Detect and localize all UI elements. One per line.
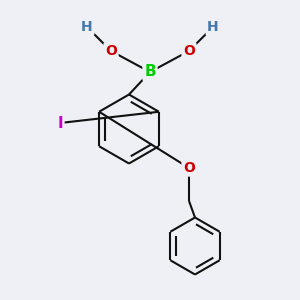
Text: H: H bbox=[81, 20, 93, 34]
Text: O: O bbox=[183, 161, 195, 175]
Text: B: B bbox=[144, 64, 156, 80]
Text: I: I bbox=[57, 116, 63, 130]
Text: H: H bbox=[207, 20, 219, 34]
Text: O: O bbox=[183, 44, 195, 58]
Text: O: O bbox=[105, 44, 117, 58]
